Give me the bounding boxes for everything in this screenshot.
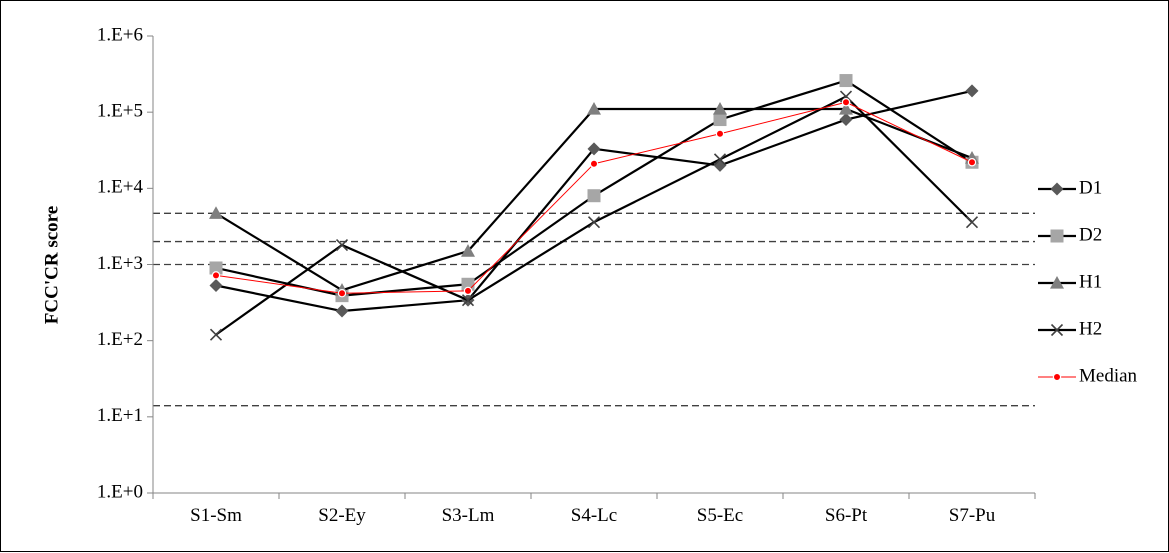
legend-marker-d2 [1050,229,1064,243]
data-point-h2 [965,216,979,229]
legend-item-d1: D1 [1038,177,1102,198]
y-tick-label: 1.E+0 [97,481,143,502]
data-point-median [589,159,599,168]
legend-marker-h1 [1050,276,1064,289]
y-axis-title: FCC'CR score [41,206,62,324]
data-point-h1 [839,102,853,115]
data-point-d2 [209,261,223,275]
series-h2 [209,90,979,341]
data-point-median [715,129,725,138]
data-point-median [463,286,473,296]
legend-marker-median [1052,372,1062,382]
y-tick-label: 1.E+2 [97,329,143,350]
series-layer [209,74,979,341]
data-point-h2 [209,328,223,341]
legend-label-median: Median [1079,365,1138,386]
legend-item-h2: H2 [1038,318,1102,339]
legend-item-median: Median [1038,365,1138,386]
data-point-median [841,98,851,107]
legend-label-h1: H1 [1079,271,1102,292]
legend-marker-h2 [1050,323,1064,337]
axes: 1.E+0 1.E+1 1.E+2 1.E+3 1.E+4 1.E+5 1.E+6 S1-Sm… [97,24,1036,526]
legend-label-d2: D2 [1079,224,1102,245]
y-tick-label: 1.E+4 [97,177,144,198]
series-line-h2 [215,95,973,336]
data-point-h1 [209,206,223,219]
x-tick-label: S2-Ey [318,505,366,526]
y-tick-label: 1.E+6 [97,24,143,45]
data-point-h2 [461,294,475,307]
legend-marker-d1 [1050,182,1064,196]
legend: D1 D2 H1 H2 Median [1038,177,1138,386]
legend-item-d2: D2 [1038,224,1102,245]
data-point-median [211,271,221,280]
data-point-h1 [587,102,601,115]
data-point-median [967,158,977,167]
data-point-d1 [587,142,601,156]
reference-lines [153,212,1035,407]
data-point-d1 [839,113,853,127]
legend-label-d1: D1 [1079,177,1102,198]
x-tick-label: S6-Pt [825,505,868,526]
x-tick-label: S5-Ec [697,505,743,526]
data-point-h1 [713,102,727,115]
data-point-h1 [461,244,475,257]
legend-item-h1: H1 [1038,271,1102,292]
data-point-d1 [965,84,979,98]
y-tick-label: 1.E+1 [97,405,143,426]
x-tick-label: S4-Lc [571,505,617,526]
data-point-h2 [335,238,349,252]
data-point-median [337,288,347,298]
data-point-d2 [839,74,853,88]
data-point-h2 [587,216,601,229]
series-median [211,98,977,298]
y-tick-label: 1.E+3 [97,253,143,274]
y-tick-label: 1.E+5 [97,101,143,122]
x-tick-label: S1-Sm [190,505,242,526]
data-point-d1 [209,279,223,293]
x-tick-label: S3-Lm [442,505,495,526]
data-point-h2 [713,153,727,166]
legend-label-h2: H2 [1079,318,1102,339]
x-tick-label: S7-Pu [949,505,996,526]
data-point-d2 [713,113,727,127]
data-point-d2 [587,189,601,203]
data-point-d1 [335,304,349,318]
